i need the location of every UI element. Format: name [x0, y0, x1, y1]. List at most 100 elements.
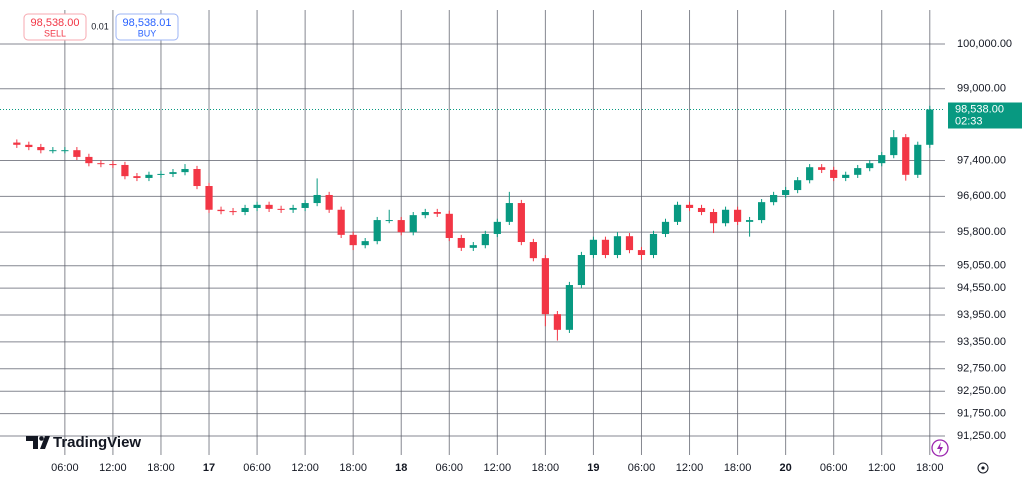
x-tick-label: 18 — [395, 462, 407, 474]
sell-price: 98,538.00 — [31, 17, 80, 29]
brand-name: TradingView — [53, 434, 141, 451]
candle-body — [421, 212, 429, 216]
candle-body — [157, 173, 165, 175]
candle-body — [673, 204, 682, 222]
candle-body — [721, 209, 730, 224]
buy-button[interactable] — [115, 13, 179, 41]
x-tick-label: 17 — [203, 462, 215, 474]
candle-body — [349, 234, 357, 246]
candle-body — [770, 194, 778, 203]
candle-body — [13, 142, 21, 145]
candle-body — [397, 220, 405, 233]
candle-body — [914, 144, 922, 175]
x-tick-label: 19 — [587, 462, 599, 474]
candle-body — [97, 163, 105, 165]
candle-body — [457, 237, 465, 248]
candle-body — [625, 236, 634, 251]
candle-body — [265, 204, 273, 209]
candle-body — [253, 204, 261, 208]
candle-body — [830, 169, 838, 178]
y-tick-label: 100,000.00 — [957, 38, 1012, 50]
candle-body — [661, 221, 670, 234]
x-tick-label: 06:00 — [243, 462, 271, 474]
candle-body — [109, 164, 117, 166]
x-tick-label: 06:00 — [51, 462, 79, 474]
candle-body — [517, 203, 525, 243]
candle-body — [325, 194, 333, 210]
candle-body — [73, 150, 81, 157]
candle-body — [637, 250, 646, 256]
candle-body — [481, 233, 489, 246]
brand-logo: TradingView — [26, 434, 141, 451]
y-tick-label: 92,250.00 — [957, 385, 1006, 397]
candle-body — [649, 233, 658, 256]
x-tick-label: 18:00 — [724, 462, 752, 474]
candle-body — [782, 190, 790, 195]
spread: 0.01 — [91, 21, 109, 31]
settings-dot — [981, 466, 985, 470]
x-tick-label: 18:00 — [532, 462, 560, 474]
candle-body — [842, 174, 850, 178]
last-price-tag — [948, 102, 1022, 129]
candle-body — [205, 186, 213, 210]
sell-button[interactable] — [23, 13, 87, 41]
candle-body — [733, 209, 742, 222]
candle-body — [806, 167, 814, 181]
candle-body — [613, 236, 622, 256]
buy-label: BUY — [138, 28, 157, 38]
candle-body — [313, 194, 321, 204]
candle-body — [85, 156, 93, 164]
x-tick-label: 06:00 — [820, 462, 848, 474]
candle-body — [589, 239, 598, 256]
y-tick-label: 99,000.00 — [957, 83, 1006, 95]
candle-body — [217, 209, 225, 212]
candle-body — [133, 176, 141, 178]
y-tick-label: 91,750.00 — [957, 408, 1006, 420]
y-tick-label: 95,050.00 — [957, 260, 1006, 272]
x-tick-label: 18:00 — [147, 462, 175, 474]
candle-body — [890, 137, 898, 156]
logo-icon — [26, 436, 50, 449]
candle-body — [577, 255, 586, 286]
candle-body — [505, 203, 513, 222]
candle-body — [37, 147, 45, 151]
candle-body — [553, 314, 561, 330]
grid — [0, 10, 945, 455]
y-tick-label: 91,250.00 — [957, 430, 1006, 442]
candle-body — [902, 137, 910, 175]
lightning-button[interactable] — [931, 439, 949, 457]
candle-body — [445, 213, 453, 238]
x-tick-label: 06:00 — [628, 462, 656, 474]
candle-body — [541, 258, 549, 315]
candle-body — [193, 168, 201, 187]
candle-body — [229, 211, 237, 213]
candle-body — [49, 150, 57, 152]
candle-body — [433, 212, 441, 214]
candle-body — [601, 239, 610, 256]
y-tick-label: 95,800.00 — [957, 226, 1006, 238]
sell-label: SELL — [44, 28, 66, 38]
candle-body — [337, 209, 345, 235]
candle-body — [373, 220, 381, 242]
settings-button[interactable] — [977, 462, 989, 474]
candle-body — [181, 168, 189, 173]
candle-body — [409, 215, 417, 233]
candle-body — [169, 172, 177, 174]
chart-tools — [931, 439, 989, 474]
x-tick-label: 12:00 — [868, 462, 896, 474]
candle-body — [241, 207, 249, 213]
y-tick-label: 96,600.00 — [957, 190, 1006, 202]
x-tick-label: 06:00 — [436, 462, 464, 474]
candle-body — [854, 168, 862, 175]
candle-body — [745, 220, 754, 222]
candles — [13, 105, 934, 341]
lightning-icon — [937, 442, 943, 454]
candle-body — [529, 242, 537, 259]
candle-body — [493, 221, 501, 234]
y-tick-label: 93,350.00 — [957, 336, 1006, 348]
x-tick-label: 12:00 — [484, 462, 512, 474]
candle-body — [145, 174, 153, 178]
last-price-label: 98,538.00 — [955, 103, 1004, 115]
candle-body — [301, 203, 309, 208]
